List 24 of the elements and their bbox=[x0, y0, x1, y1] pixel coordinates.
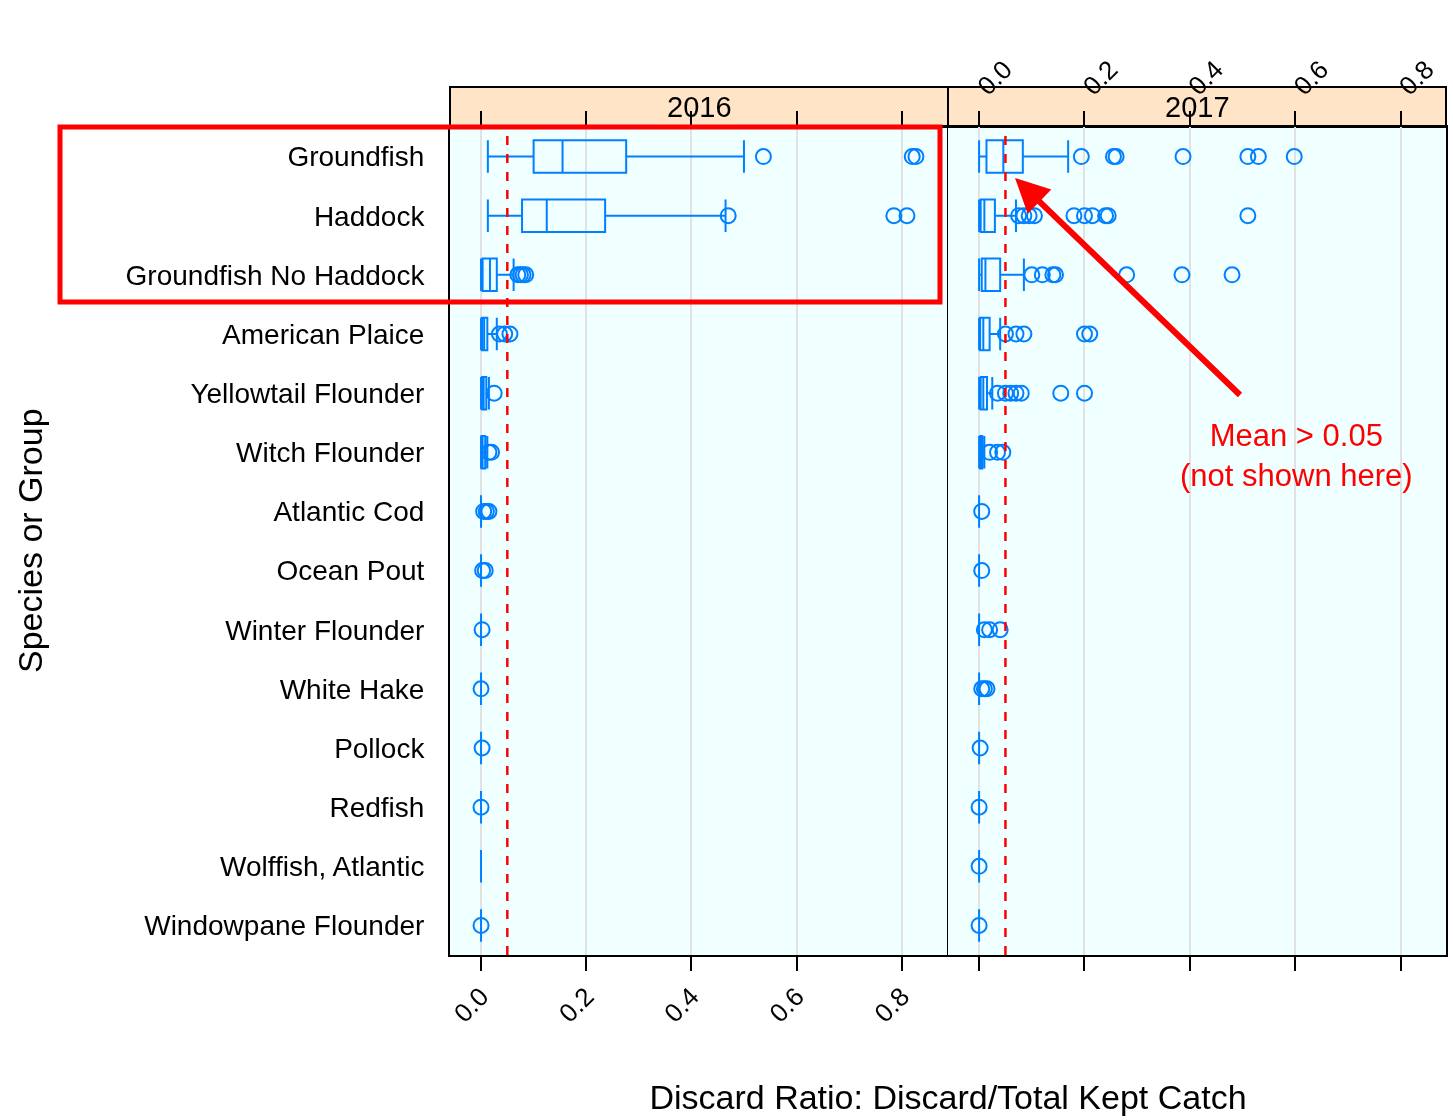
x-tick-label: 0.4 bbox=[658, 981, 705, 1029]
x-tick-label: 0.8 bbox=[1392, 54, 1440, 102]
y-tick-label: Witch Flounder bbox=[236, 437, 425, 469]
y-tick-label: Groundfish No Haddock bbox=[125, 259, 426, 291]
y-tick-label: Windowpane Flounder bbox=[144, 910, 425, 942]
x-tick-label: 0.6 bbox=[763, 981, 810, 1029]
annotation: Mean > 0.05 (not shown here) bbox=[1180, 418, 1413, 494]
y-tick-label: Ocean Pout bbox=[276, 555, 425, 587]
y-axis-title: Species or Group bbox=[11, 408, 49, 673]
x-tick-label: 0.2 bbox=[552, 981, 600, 1029]
y-tick-label: Yellowtail Flounder bbox=[190, 377, 425, 409]
chart-title: 2016 bbox=[667, 91, 732, 123]
y-tick-label: Groundfish bbox=[287, 141, 425, 173]
x-tick-label: 0.0 bbox=[447, 981, 495, 1029]
x-tick-label: 0.8 bbox=[868, 981, 916, 1029]
y-tick-label: Atlantic Cod bbox=[273, 496, 425, 528]
x-axis-title: Discard Ratio: Discard/Total Kept Catch bbox=[648, 1078, 1248, 1117]
y-tick-label: Pollock bbox=[334, 732, 426, 764]
y-tick-label: Wolffish, Atlantic bbox=[219, 851, 425, 883]
y-tick-label: Winter Flounder bbox=[225, 614, 425, 646]
y-tick-label: Haddock bbox=[313, 200, 426, 232]
y-tick-label: White Hake bbox=[279, 673, 425, 705]
y-tick-label: Redfish bbox=[329, 791, 425, 823]
y-tick-label: American Plaice bbox=[222, 318, 425, 350]
